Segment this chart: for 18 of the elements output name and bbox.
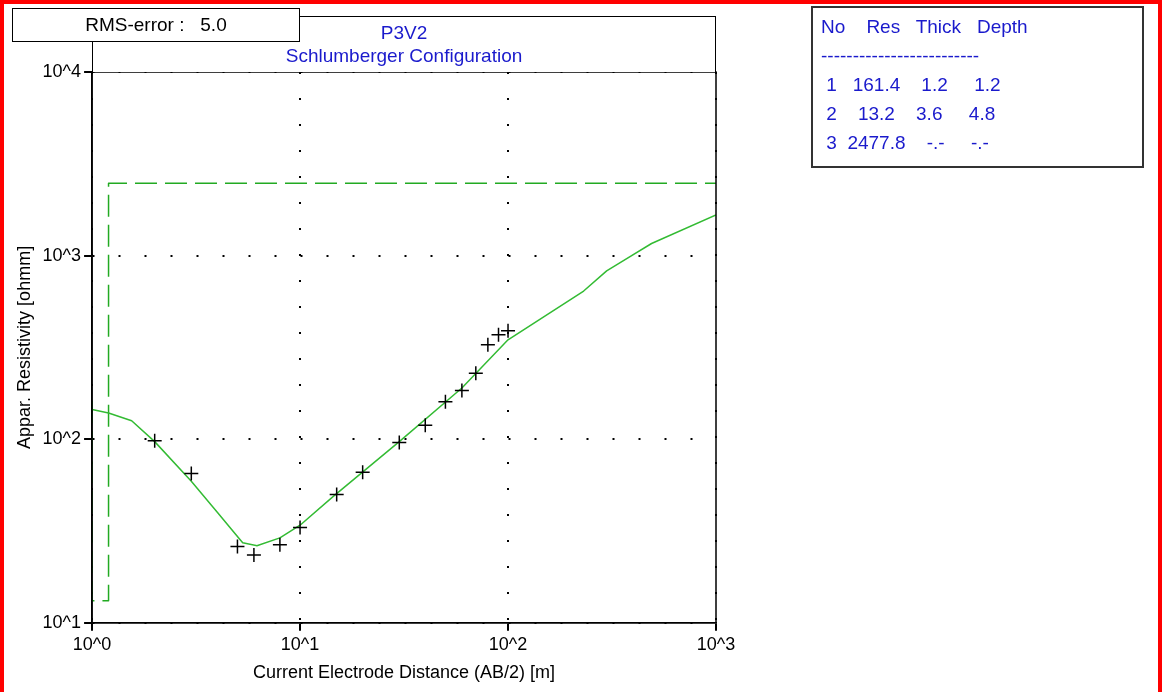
chart-title: P3V2 <box>380 22 428 43</box>
y-tick-label: 10^2 <box>42 428 82 449</box>
x-tick-label: 10^2 <box>488 633 528 654</box>
y-tick-label: 10^1 <box>42 611 82 632</box>
y-tick-label: 10^3 <box>42 244 82 265</box>
x-axis-title: Current Electrode Distance (AB/2) [m] <box>252 662 556 683</box>
text: ------------------------- <box>821 45 980 66</box>
text: 2 13.2 3.6 4.8 <box>826 103 996 124</box>
y-axis-title: Appar. Resistivity [ohmm] <box>13 245 34 449</box>
text: RMS-error : 5.0 <box>12 8 300 42</box>
chart-subtitle: Schlumberger Configuration <box>284 44 524 67</box>
text: 1 161.4 1.2 1.2 <box>826 74 1001 95</box>
text: 3 2477.8 -.- -.- <box>826 132 989 153</box>
x-tick-label: 10^0 <box>72 633 112 654</box>
x-tick-label: 10^3 <box>696 633 736 654</box>
text: No Res Thick Depth <box>821 16 1028 37</box>
y-tick-label: 10^4 <box>42 60 82 81</box>
x-tick-label: 10^1 <box>280 633 320 654</box>
